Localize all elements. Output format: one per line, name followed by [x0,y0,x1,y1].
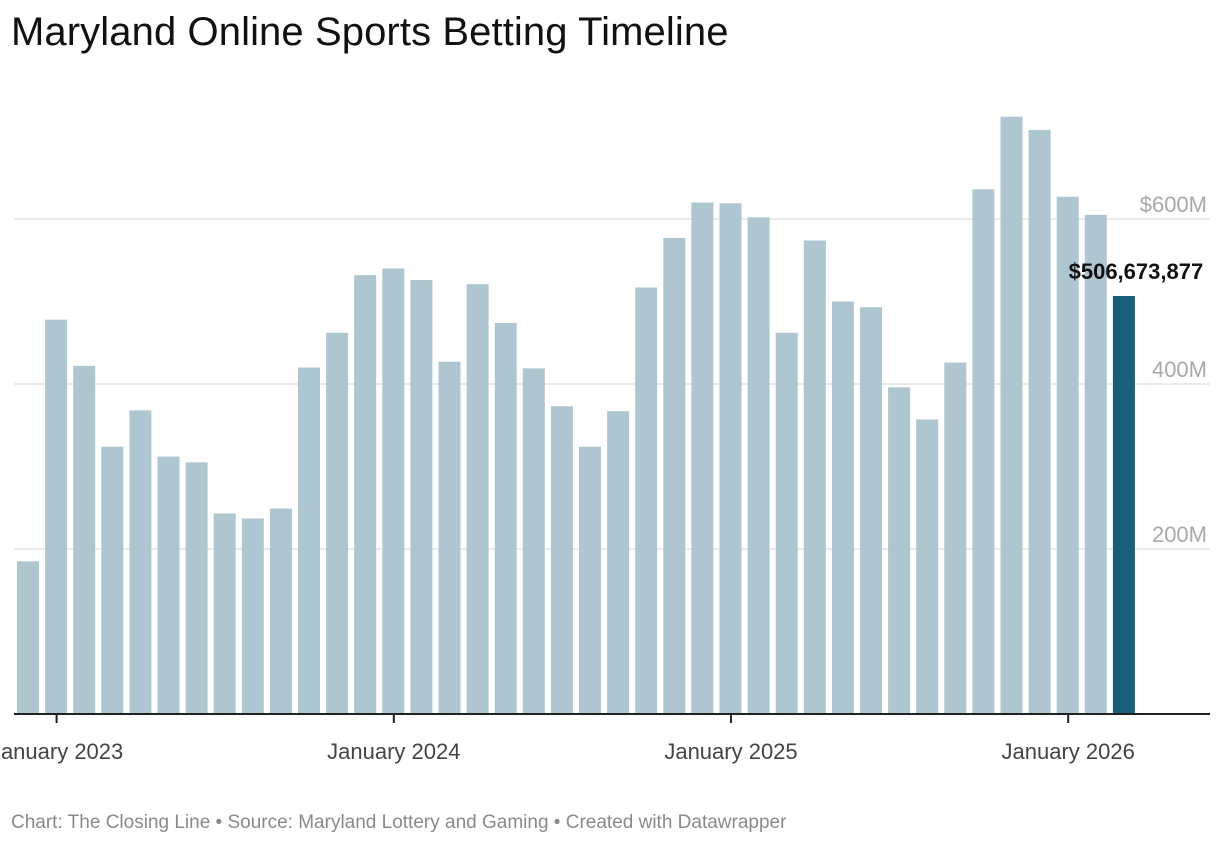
bar [410,280,433,714]
bar [269,508,292,714]
annotations: $506,673,877 [1069,259,1204,284]
x-tick-label: January 2026 [1002,739,1135,764]
bar [1084,214,1107,714]
bar [1028,129,1051,714]
value-annotation: $506,673,877 [1069,259,1204,284]
bar [972,189,995,715]
bar-highlighted [1112,295,1135,714]
bar [916,419,939,714]
bar [550,406,573,714]
y-tick-label: 400M [1152,357,1207,382]
y-tick-label: $600M [1140,192,1207,217]
bar [522,368,545,714]
bar [831,301,854,714]
bar [860,307,882,714]
bar [354,275,377,714]
bar [17,561,39,714]
bar [213,513,236,714]
bar [607,411,630,714]
bar [382,268,405,714]
chart-footer: Chart: The Closing Line • Source: Maryla… [11,812,787,833]
bar [73,365,96,714]
x-tick-label: January 2025 [664,739,797,764]
chart-title: Maryland Online Sports Betting Timeline [11,10,729,54]
bar [1000,116,1023,714]
bar [635,287,658,714]
bar [101,446,124,714]
bar [944,362,967,714]
bar [157,456,180,714]
x-axis: January 2023 January 2024 January 2025 Janu… [0,713,1210,764]
bar [298,367,320,714]
bar [438,361,461,714]
bar [579,446,601,714]
bar [747,217,770,714]
bar [326,332,349,714]
bar [888,387,911,714]
bar [45,319,68,714]
bar [775,332,798,714]
bar [1056,196,1079,715]
bar [185,462,208,714]
bar [803,240,826,714]
x-tick-label: January 2023 [0,739,123,764]
bar-chart: January 2023 January 2024 January 2025 Janu… [0,116,1210,764]
bar [466,284,489,714]
bar [691,202,714,714]
bar [129,410,152,714]
bar [663,237,686,714]
bar [494,322,517,714]
bars [17,116,1135,715]
y-axis-labels: 200M 400M $600M [1140,192,1207,547]
bar [719,203,742,714]
y-tick-label: 200M [1152,522,1207,547]
x-tick-label: January 2024 [327,739,460,764]
bar [241,518,264,714]
